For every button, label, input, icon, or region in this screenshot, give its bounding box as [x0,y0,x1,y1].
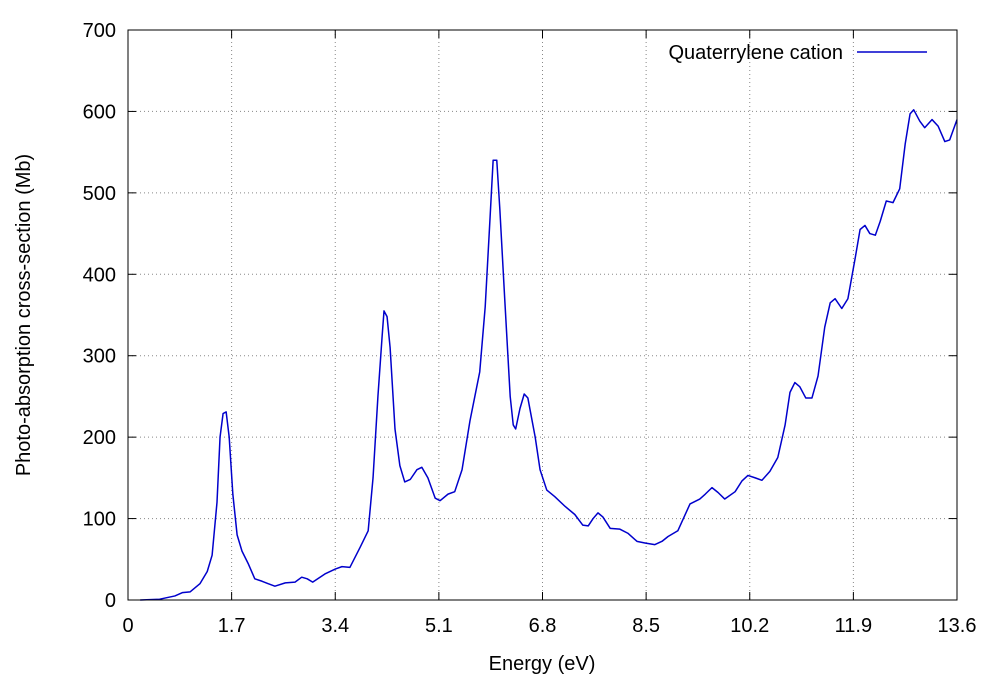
y-axis-label: Photo-absorption cross-section (Mb) [13,154,35,476]
y-tick-label: 0 [105,590,116,612]
data-line [140,109,958,601]
x-tick-label: 13.6 [938,615,977,637]
y-tick-label: 100 [83,509,116,531]
x-axis-label: Energy (eV) [489,653,596,675]
x-tick-label: 0 [122,615,133,637]
x-tick-label: 10.2 [730,615,769,637]
x-tick-label: 6.8 [529,615,557,637]
legend-label: Quaterrylene cation [668,42,843,64]
y-tick-label: 400 [83,264,116,286]
y-tick-label: 200 [83,427,116,449]
y-tick-label: 300 [83,346,116,368]
y-tick-label: 500 [83,183,116,205]
x-tick-label: 3.4 [321,615,349,637]
x-tick-label: 11.9 [835,615,872,637]
x-tick-label: 1.7 [218,615,246,637]
x-tick-label: 5.1 [425,615,453,637]
x-tick-label: 8.5 [632,615,660,637]
y-tick-label: 700 [83,20,116,42]
plot-frame [127,29,958,601]
y-tick-label: 600 [83,101,116,123]
